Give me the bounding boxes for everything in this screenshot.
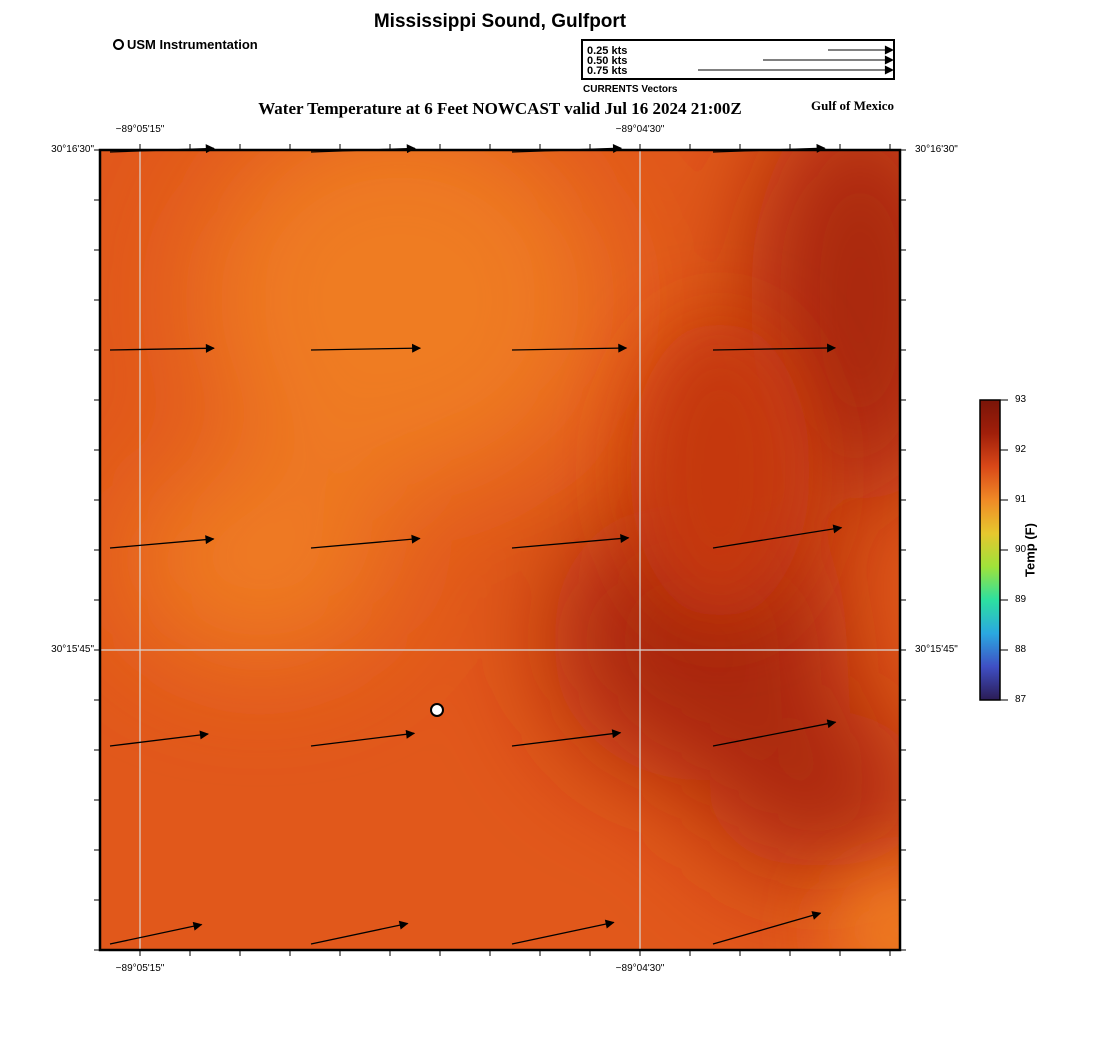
y-tick-label-right: 30°16'30" <box>915 144 958 155</box>
current-vector <box>712 911 822 945</box>
current-vector <box>511 729 622 747</box>
field-cool-patch <box>130 460 390 660</box>
vector-legend-box: 0.25 kts 0.50 kts 0.75 kts <box>581 39 895 80</box>
vector-legend-caption: CURRENTS Vectors <box>583 84 678 95</box>
temperature-field <box>100 150 900 950</box>
colorbar-tick-label: 93 <box>1015 394 1027 405</box>
current-vector <box>511 919 615 945</box>
current-vector <box>310 729 416 747</box>
region-label: Gulf of Mexico <box>811 98 895 113</box>
station-legend: USM Instrumentation <box>113 37 258 52</box>
vector-legend-label: 0.25 kts <box>587 45 628 57</box>
station-marker[interactable] <box>430 703 444 717</box>
open-circle-icon <box>113 39 124 50</box>
current-vector <box>712 343 837 353</box>
colorbar <box>979 399 1001 701</box>
field-hot-patch <box>630 320 810 620</box>
gridlines <box>100 150 900 950</box>
colorbar-ticks <box>1000 399 1008 701</box>
current-vector <box>712 524 843 549</box>
map-title-top: Mississippi Sound, Gulfport <box>373 11 627 32</box>
current-vector <box>712 719 837 747</box>
x-tick-label-top: −89°04'30" <box>615 124 665 135</box>
current-vector <box>109 535 215 549</box>
colorbar-tick-label: 89 <box>1015 594 1027 605</box>
field-cool-patch <box>200 150 600 490</box>
colorbar-tick-label: 88 <box>1015 644 1027 655</box>
current-vector <box>109 730 209 747</box>
station-legend-label: USM Instrumentation <box>127 37 258 52</box>
tick-marks <box>94 144 906 956</box>
colorbar-tick-label: 91 <box>1015 494 1027 505</box>
colorbar-tick-label: 87 <box>1015 694 1027 705</box>
x-tick-label-bottom: −89°05'15" <box>115 963 165 974</box>
field-cool-patch <box>830 870 900 950</box>
current-vector <box>511 343 628 353</box>
x-tick-label-bottom: −89°04'30" <box>615 963 665 974</box>
vector-legend-label: 0.75 kts <box>587 65 628 77</box>
y-tick-label-right: 30°15'45" <box>915 644 958 655</box>
colorbar-tick-label: 90 <box>1015 544 1027 555</box>
current-vector <box>310 920 409 945</box>
current-vector <box>310 534 421 549</box>
current-vector <box>109 921 203 945</box>
field-hot-patch <box>710 710 900 870</box>
y-tick-label-left: 30°15'45" <box>51 644 94 655</box>
x-tick-label-top: −89°05'15" <box>115 124 165 135</box>
current-vector <box>310 343 422 353</box>
current-vector <box>109 343 215 353</box>
y-tick-label-left: 30°16'30" <box>51 144 94 155</box>
colorbar-tick-label: 92 <box>1015 444 1027 455</box>
map-subtitle: Water Temperature at 6 Feet NOWCAST vali… <box>258 99 742 118</box>
vector-legend-arrows <box>698 45 894 75</box>
vector-legend-label: 0.50 kts <box>587 55 628 67</box>
current-vector <box>511 534 630 549</box>
